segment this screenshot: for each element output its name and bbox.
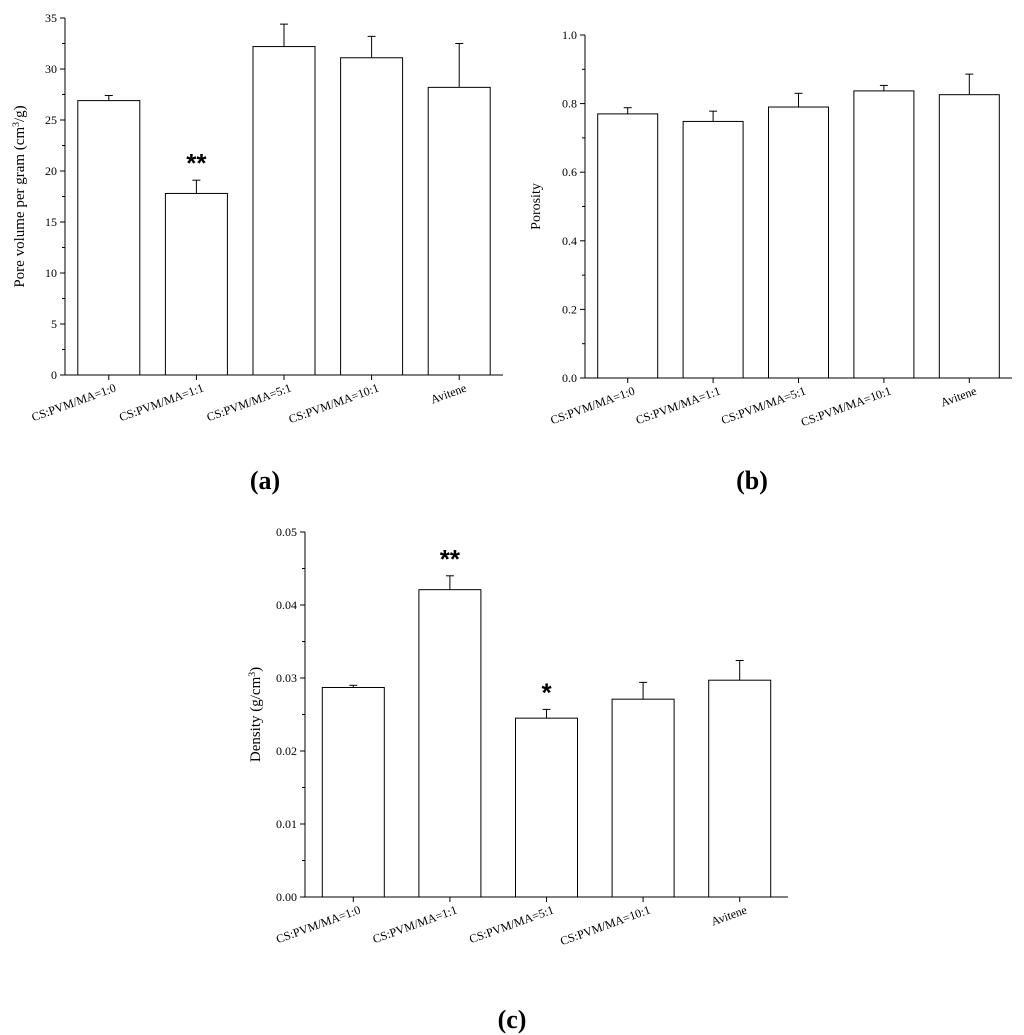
x-tick-label: CS:PVM/MA=1:1 [117,381,205,425]
pore-volume-chart: 0 5 10 15 20 25 30 35 Pore volume per gram (cm3/… [11,11,503,427]
y-axis-label: Pore volume per gram (cm3/g) [11,105,29,287]
bar [321,686,385,898]
y-tick-label: 0.2 [562,302,577,316]
x-tick-label: CS:PVM/MA=5:1 [205,381,293,425]
bar [938,94,1000,379]
y-tick-label: 0.04 [276,598,297,612]
x-tick-label: CS:PVM/MA=5:1 [719,384,807,428]
significance-mark: ** [186,148,207,178]
chart-panel-c: 0.00 0.01 0.02 0.03 0.04 0.05 Density (g/cm3) C… [230,510,810,1000]
caption-b-text: (b) [736,466,768,495]
bar [611,698,675,898]
bar [252,46,316,376]
x-tick-label: CS:PVM/MA=1:0 [548,384,636,428]
caption-a: (a) [235,466,295,496]
y-tick-label: 20 [45,164,57,178]
caption-a-text: (a) [249,466,281,495]
bar [597,113,659,379]
bar [515,717,578,898]
caption-c-text: (c) [497,1005,527,1034]
y-axis-label: Porosity [529,183,544,230]
chart-panel-a: 0 5 10 15 20 25 30 35 Pore volume per gram (cm3/… [0,0,512,470]
significance-mark: * [541,677,552,707]
x-tick-label: CS:PVM/MA=10:1 [287,381,381,427]
plot-area: 0.00 0.01 0.02 0.03 0.04 0.05 Density (g/cm3) C… [247,525,788,949]
bar [853,90,915,379]
y-tick-label: 0 [51,368,57,382]
porosity-chart: 0.00.20.40.60.81.0PorosityCS:PVM/MA=1:0C… [529,28,1012,429]
y-tick-label: 35 [45,11,57,25]
bar [768,106,829,379]
x-tick-label: CS:PVM/MA=1:0 [30,381,118,425]
y-tick-label: 25 [45,113,57,127]
x-tick-label: CS:PVM/MA=1:0 [274,903,362,947]
x-tick-label: CS:PVM/MA=1:1 [371,903,459,947]
caption-b: (b) [722,466,782,496]
x-tick-label: Avitene [709,903,749,929]
density-chart: 0.00 0.01 0.02 0.03 0.04 0.05 Density (g/cm3) C… [247,525,788,949]
bar [708,679,772,898]
significance-mark: ** [440,544,461,574]
y-tick-label: 30 [45,62,57,76]
bar [340,57,404,376]
bar [427,86,491,376]
x-tick-label: CS:PVM/MA=10:1 [799,384,893,430]
y-tick-label: 1.0 [562,28,577,42]
bar [418,589,482,898]
y-tick-label: 0.8 [562,97,577,111]
x-tick-label: CS:PVM/MA=1:1 [634,384,722,428]
y-tick-label: 0.4 [562,234,577,248]
plot-area: 0 5 10 15 20 25 30 35 Pore volume per gram (cm3/… [11,11,503,427]
y-axis-label: Density (g/cm3) [247,667,265,762]
caption-c: (c) [482,1005,542,1035]
y-tick-label: 0.01 [276,817,297,831]
x-tick-label: CS:PVM/MA=10:1 [558,903,652,949]
y-tick-label: 0.05 [276,525,297,539]
bar [682,120,744,379]
y-tick-label: 5 [51,317,57,331]
chart-panel-b: 0.0 0.2 0.4 0.6 0.8 1.0 Porosity CS:PVM/MA=1:0 C… [512,0,1024,470]
x-tick-label: Avitene [429,381,469,407]
y-tick-label: 0.6 [562,165,577,179]
bar [77,100,141,376]
plot-area: 0.00.20.40.60.81.0PorosityCS:PVM/MA=1:0C… [529,28,1012,429]
y-tick-label: 15 [45,215,57,229]
y-tick-label: 0.0 [562,371,577,385]
x-tick-label: CS:PVM/MA=5:1 [467,903,555,947]
y-tick-label: 10 [45,266,57,280]
y-tick-label: 0.02 [276,744,297,758]
x-tick-label: Avitene [939,384,979,410]
y-tick-label: 0.00 [276,890,297,904]
y-tick-label: 0.03 [276,671,297,685]
bar [164,192,228,376]
